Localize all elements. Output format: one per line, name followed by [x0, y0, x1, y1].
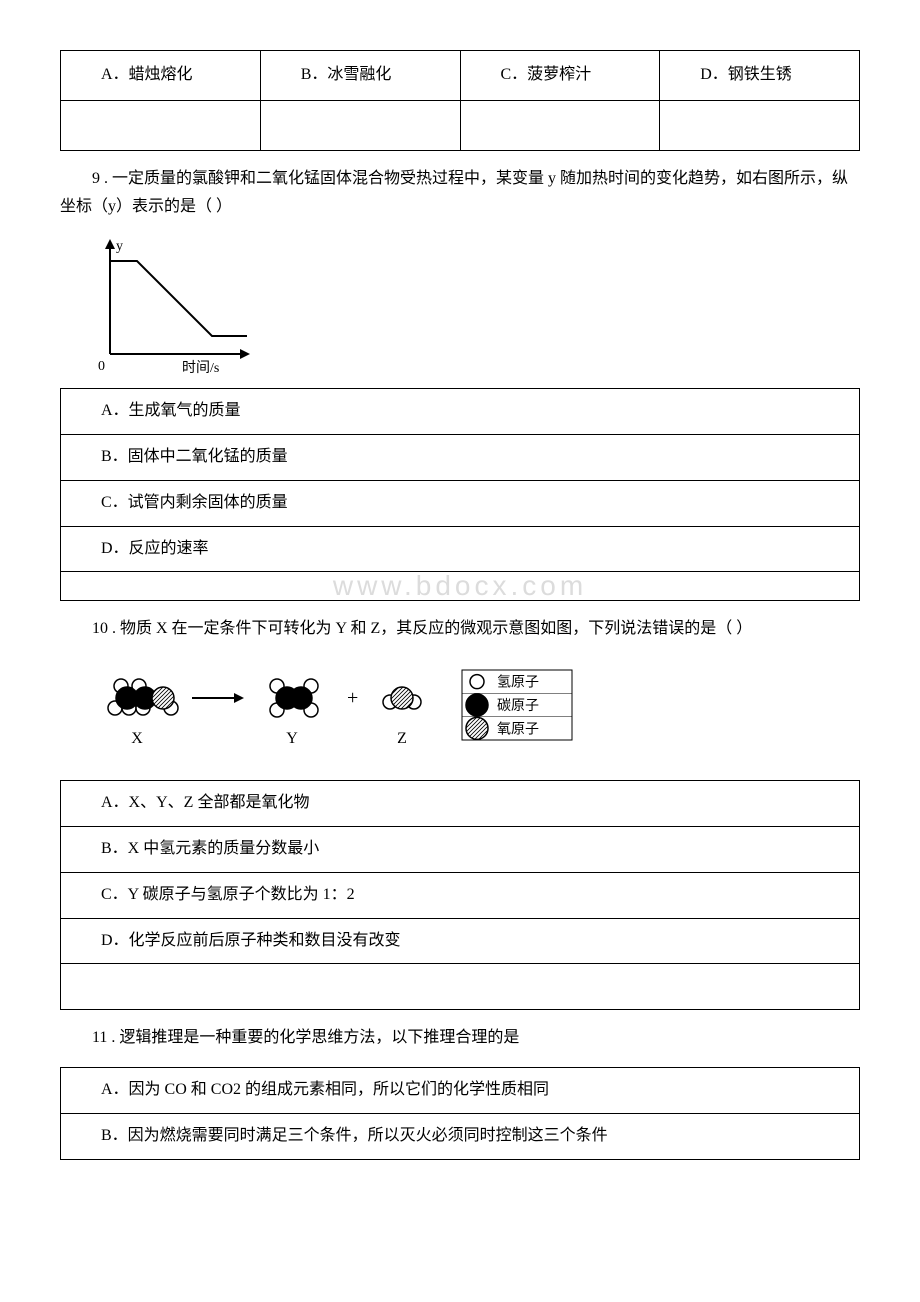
q10-diagram: + X Y Z 氢原子碳原子氧原子 [92, 658, 860, 768]
q11-text: 11 . 逻辑推理是一种重要的化学思维方法，以下推理合理的是 [60, 1024, 860, 1053]
q9-chart-svg: y 0 时间/s [92, 236, 252, 376]
q10-text: 10 . 物质 X 在一定条件下可转化为 Y 和 Z，其反应的微观示意图如图，下… [60, 615, 860, 644]
q8-opt-c-label: C．菠萝榨汁 [469, 61, 652, 90]
q8-opt-b-label: B．冰雪融化 [269, 61, 452, 90]
q8-option-c: C．菠萝榨汁 [460, 51, 660, 101]
q10-option-a: A．X、Y、Z 全部都是氧化物 [61, 781, 860, 827]
q11-option-a: A．因为 CO 和 CO2 的组成元素相同，所以它们的化学性质相同 [61, 1067, 860, 1113]
svg-text:y: y [116, 239, 123, 254]
svg-text:氢原子: 氢原子 [497, 675, 539, 691]
q8-option-b: B．冰雪融化 [260, 51, 460, 101]
q9-watermark-row: www.bdocx.com [61, 572, 859, 600]
q9-option-b: B．固体中二氧化锰的质量 [61, 434, 860, 480]
watermark-text: www.bdocx.com [333, 561, 587, 611]
q9-options-table: A．生成氧气的质量 B．固体中二氧化锰的质量 C．试管内剩余固体的质量 D．反应… [60, 388, 860, 601]
q10-option-b: B．X 中氢元素的质量分数最小 [61, 826, 860, 872]
q9-chart: y 0 时间/s [92, 236, 860, 376]
svg-text:X: X [131, 730, 143, 747]
svg-text:+: + [347, 687, 358, 709]
q8-empty-c [460, 100, 660, 150]
q9-option-c: C．试管内剩余固体的质量 [61, 480, 860, 526]
q8-options-table: A．蜡烛熔化 B．冰雪融化 C．菠萝榨汁 D．钢铁生锈 [60, 50, 860, 151]
svg-text:碳原子: 碳原子 [497, 698, 539, 714]
q10-option-d: D．化学反应前后原子种类和数目没有改变 [61, 918, 860, 964]
q9-option-a: A．生成氧气的质量 [61, 389, 860, 435]
q11-option-b: B．因为燃烧需要同时满足三个条件，所以灭火必须同时控制这三个条件 [61, 1113, 860, 1159]
q10-options-table: A．X、Y、Z 全部都是氧化物 B．X 中氢元素的质量分数最小 C．Y 碳原子与… [60, 780, 860, 1010]
q9-text: 9 . 一定质量的氯酸钾和二氧化锰固体混合物受热过程中，某变量 y 随加热时间的… [60, 165, 860, 223]
q8-option-a: A．蜡烛熔化 [61, 51, 261, 101]
svg-text:0: 0 [98, 359, 105, 374]
q8-opt-d-label: D．钢铁生锈 [668, 61, 851, 90]
q8-option-d: D．钢铁生锈 [660, 51, 860, 101]
q10-option-c: C．Y 碳原子与氢原子个数比为 1：2 [61, 872, 860, 918]
svg-text:时间/s: 时间/s [182, 360, 219, 376]
svg-text:氧原子: 氧原子 [497, 722, 539, 738]
svg-text:Y: Y [286, 730, 298, 747]
q8-opt-a-label: A．蜡烛熔化 [69, 61, 252, 90]
q8-empty-a [61, 100, 261, 150]
q10-empty-row [61, 964, 860, 1010]
q10-diagram-svg: + X Y Z 氢原子碳原子氧原子 [92, 658, 612, 768]
q8-empty-b [260, 100, 460, 150]
q8-empty-d [660, 100, 860, 150]
svg-text:Z: Z [397, 730, 407, 747]
q11-options-table: A．因为 CO 和 CO2 的组成元素相同，所以它们的化学性质相同 B．因为燃烧… [60, 1067, 860, 1160]
